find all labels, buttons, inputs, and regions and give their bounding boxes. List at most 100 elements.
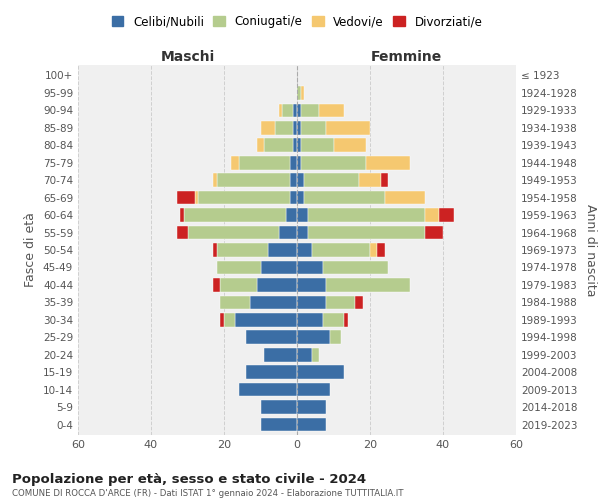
Bar (293, 138, 297, 152)
Bar (297, 348, 311, 362)
Bar (297, 243, 311, 257)
Bar (235, 313, 297, 326)
Bar (260, 260, 297, 274)
Bar (355, 296, 362, 309)
Bar (239, 383, 297, 396)
Bar (370, 243, 377, 257)
Bar (279, 226, 297, 239)
Bar (344, 313, 348, 326)
Bar (311, 243, 370, 257)
Bar (220, 278, 257, 291)
Bar (297, 86, 301, 100)
Bar (220, 296, 250, 309)
Bar (425, 208, 439, 222)
Bar (184, 208, 286, 222)
Bar (290, 191, 297, 204)
Bar (232, 156, 239, 170)
Bar (268, 243, 297, 257)
Bar (257, 138, 264, 152)
Text: COMUNE DI ROCCA D'ARCE (FR) - Dati ISTAT 1° gennaio 2024 - Elaborazione TUTTITAL: COMUNE DI ROCCA D'ARCE (FR) - Dati ISTAT… (12, 489, 404, 498)
Bar (301, 86, 304, 100)
Bar (260, 121, 275, 134)
Bar (176, 191, 195, 204)
Bar (326, 121, 370, 134)
Bar (359, 174, 381, 187)
Bar (283, 104, 293, 117)
Bar (260, 418, 297, 432)
Bar (297, 138, 301, 152)
Bar (319, 104, 344, 117)
Bar (304, 174, 359, 187)
Bar (377, 243, 385, 257)
Bar (250, 296, 297, 309)
Bar (239, 156, 290, 170)
Bar (257, 278, 297, 291)
Bar (297, 104, 301, 117)
Bar (180, 208, 184, 222)
Bar (297, 330, 330, 344)
Bar (439, 208, 454, 222)
Text: Popolazione per età, sesso e stato civile - 2024: Popolazione per età, sesso e stato civil… (12, 472, 366, 486)
Bar (381, 174, 388, 187)
Bar (297, 296, 326, 309)
Y-axis label: Anni di nascita: Anni di nascita (584, 204, 597, 296)
Bar (304, 191, 385, 204)
Bar (217, 174, 290, 187)
Bar (246, 330, 297, 344)
Y-axis label: Fasce di età: Fasce di età (25, 212, 37, 288)
Bar (195, 191, 199, 204)
Bar (326, 296, 355, 309)
Bar (425, 226, 443, 239)
Bar (290, 156, 297, 170)
Bar (297, 278, 326, 291)
Bar (323, 313, 344, 326)
Bar (326, 278, 410, 291)
Bar (334, 138, 367, 152)
Bar (213, 243, 217, 257)
Bar (264, 348, 297, 362)
Bar (246, 366, 297, 379)
Bar (297, 226, 308, 239)
Text: Femmine: Femmine (371, 50, 442, 64)
Bar (301, 121, 326, 134)
Bar (301, 138, 334, 152)
Bar (330, 330, 341, 344)
Bar (297, 260, 323, 274)
Bar (385, 191, 425, 204)
Bar (217, 260, 260, 274)
Bar (275, 121, 293, 134)
Bar (260, 400, 297, 414)
Bar (297, 208, 308, 222)
Bar (323, 260, 388, 274)
Bar (279, 104, 283, 117)
Text: Maschi: Maschi (160, 50, 215, 64)
Bar (308, 208, 425, 222)
Bar (297, 418, 326, 432)
Bar (297, 174, 304, 187)
Bar (297, 383, 330, 396)
Bar (311, 348, 319, 362)
Bar (367, 156, 410, 170)
Bar (301, 104, 319, 117)
Bar (220, 313, 224, 326)
Bar (308, 226, 425, 239)
Bar (286, 208, 297, 222)
Bar (297, 366, 344, 379)
Bar (213, 278, 220, 291)
Bar (297, 121, 301, 134)
Bar (217, 243, 268, 257)
Bar (264, 138, 293, 152)
Bar (224, 313, 235, 326)
Bar (199, 191, 290, 204)
Bar (176, 226, 187, 239)
Bar (187, 226, 279, 239)
Bar (297, 313, 323, 326)
Bar (297, 400, 326, 414)
Bar (293, 121, 297, 134)
Bar (213, 174, 217, 187)
Bar (297, 156, 301, 170)
Bar (293, 104, 297, 117)
Legend: Celibi/Nubili, Coniugati/e, Vedovi/e, Divorziati/e: Celibi/Nubili, Coniugati/e, Vedovi/e, Di… (108, 12, 486, 32)
Bar (297, 191, 304, 204)
Bar (301, 156, 367, 170)
